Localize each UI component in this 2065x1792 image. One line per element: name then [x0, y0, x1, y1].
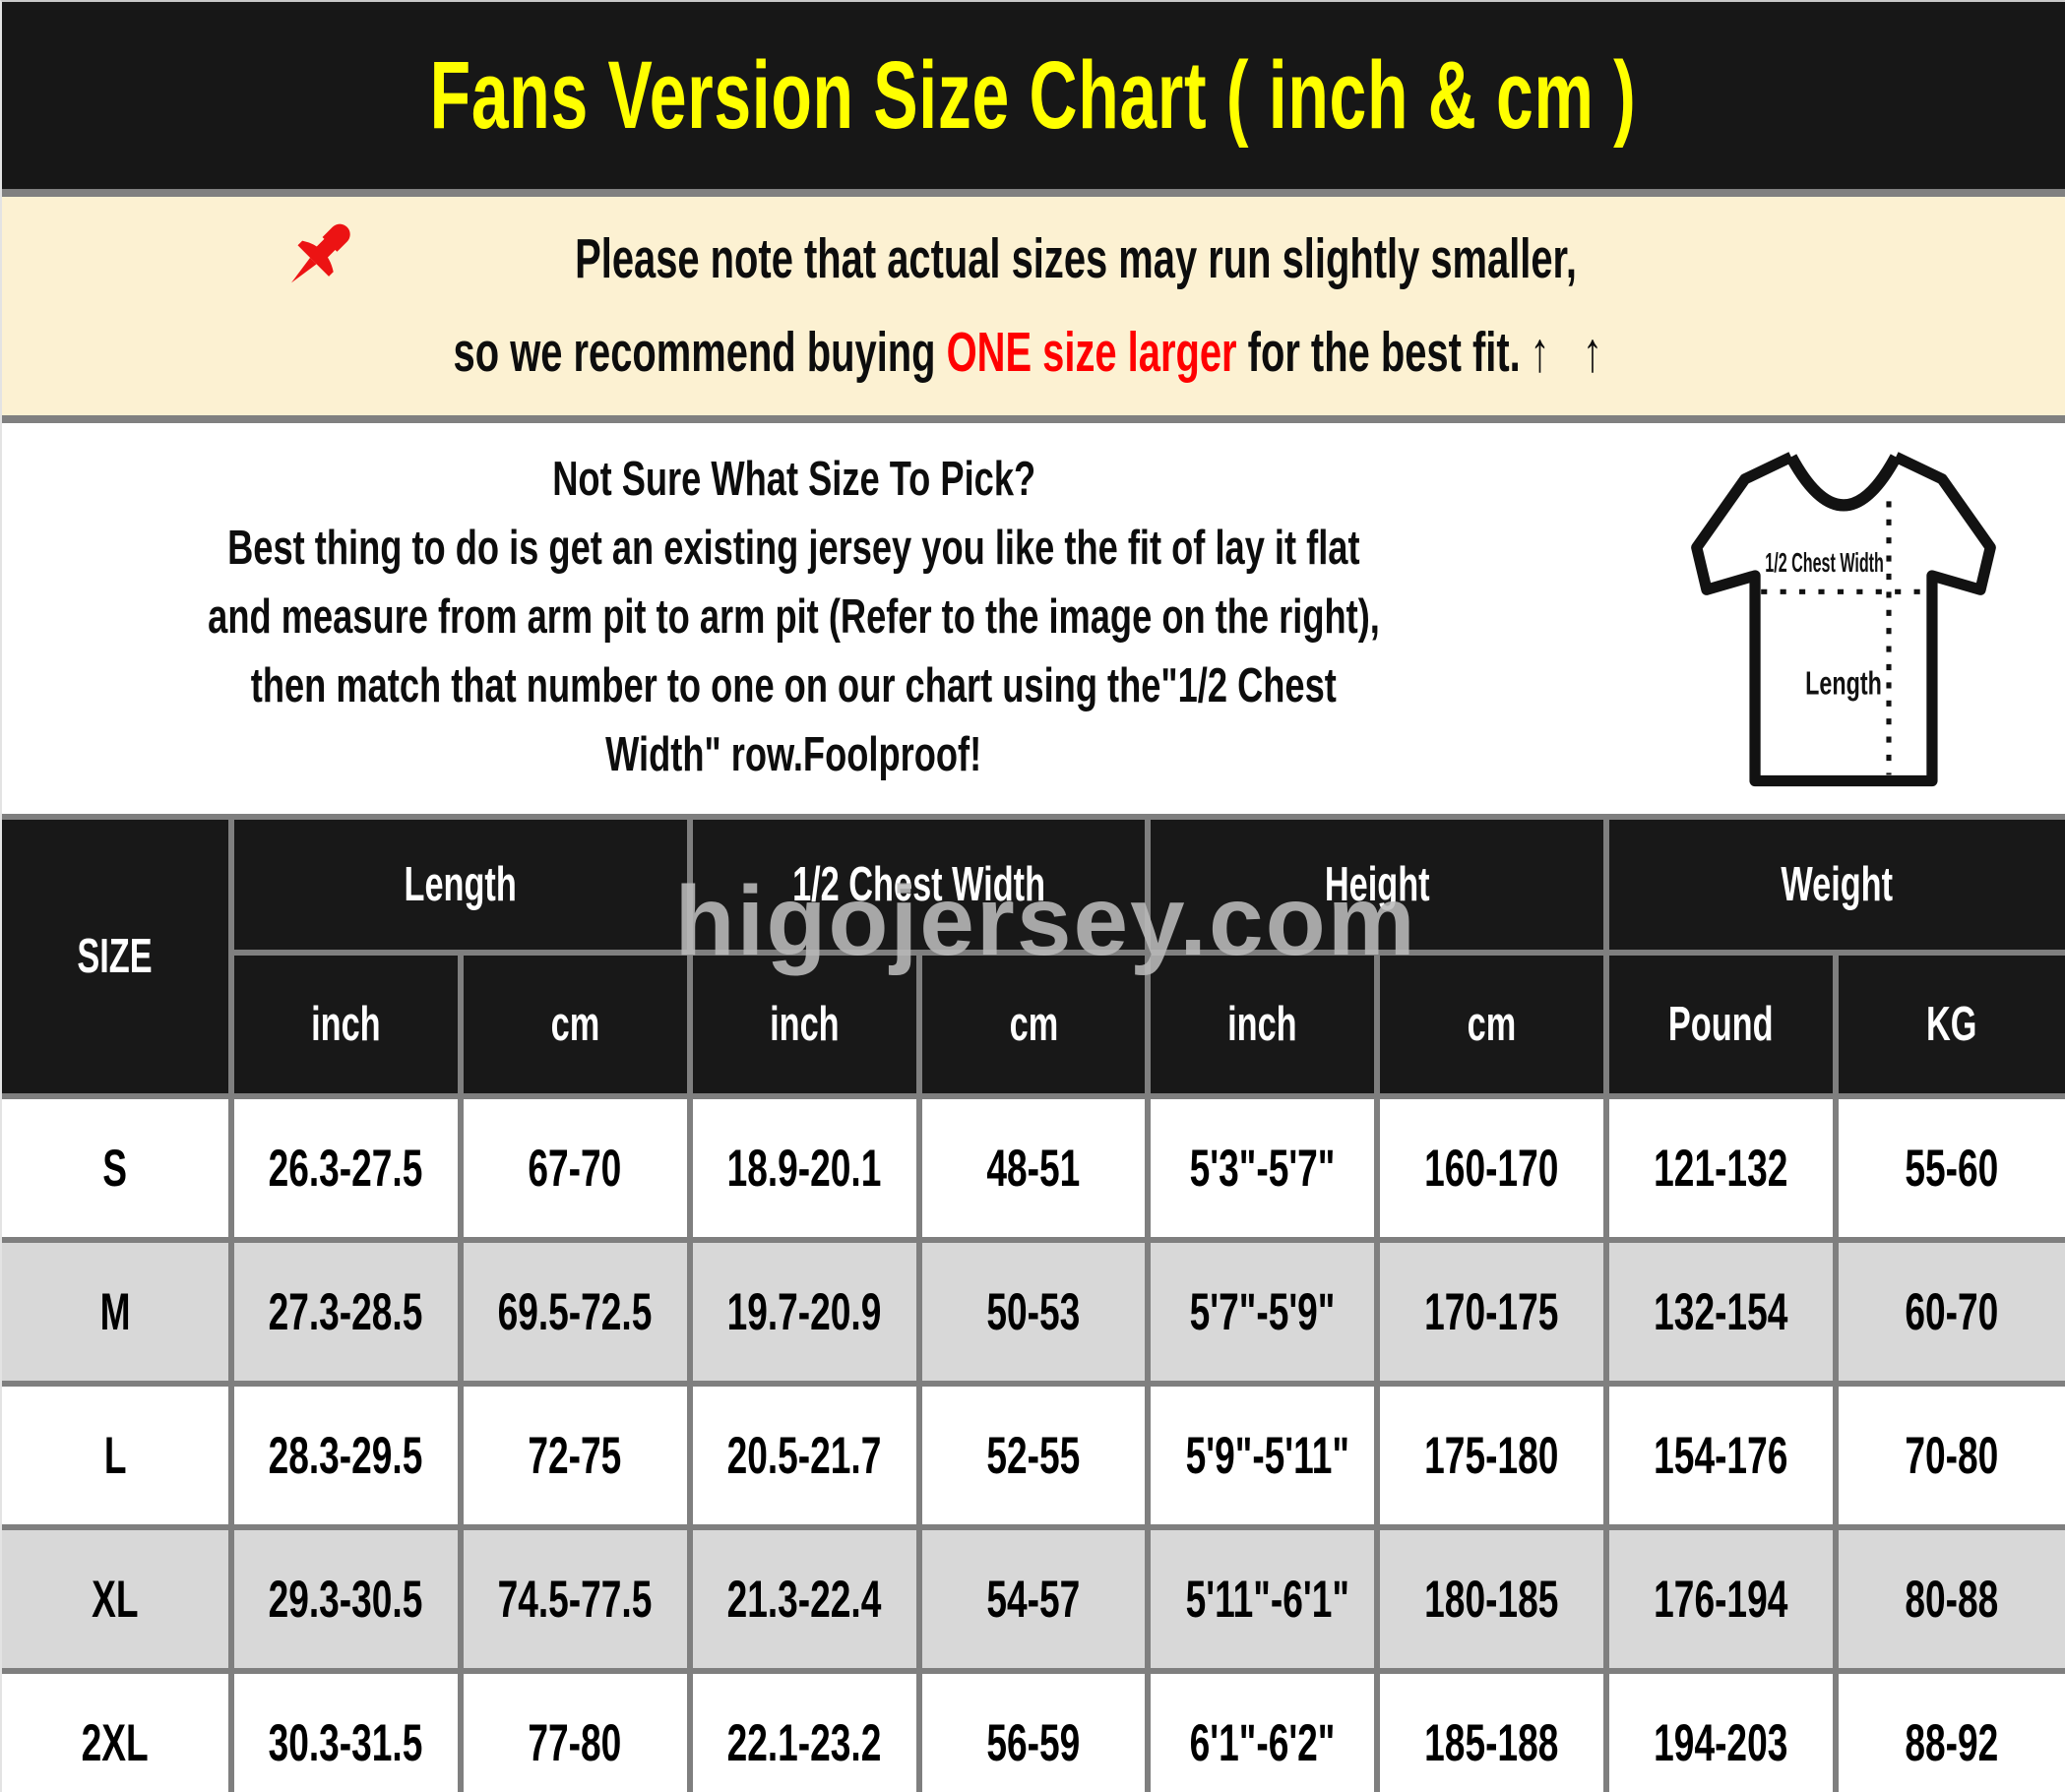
- cell-value: 154-176: [1603, 1381, 1839, 1530]
- note-strip: Please note that actual sizes may run sl…: [2, 197, 2065, 415]
- cell-value: 18.9-20.1: [686, 1093, 922, 1243]
- cell-value: 185-188: [1374, 1668, 1610, 1792]
- cell-value: 5'3"-5'7": [1145, 1093, 1381, 1243]
- note-text-2-prefix: so we recommend buying: [453, 321, 947, 384]
- cell-value: 175-180: [1374, 1381, 1610, 1530]
- cell-value: 20.5-21.7: [686, 1381, 922, 1530]
- cell-value: 170-175: [1374, 1237, 1610, 1387]
- divider: [2, 415, 2065, 423]
- divider: [2, 189, 2065, 197]
- cell-value: 194-203: [1603, 1668, 1839, 1792]
- subcol-chest-inch: inch: [686, 950, 922, 1099]
- one-size-larger-highlight: ONE size larger: [946, 321, 1237, 384]
- note-text-1: Please note that actual sizes may run sl…: [575, 227, 1577, 290]
- guide-line: Width" row.Foolproof!: [605, 728, 982, 781]
- tshirt-body-outline: [1691, 452, 1996, 787]
- cell-value: 52-55: [915, 1381, 1152, 1530]
- cell-value: 160-170: [1374, 1093, 1610, 1243]
- table-group-header-row: SIZE Length 1/2 Chest Width Height Weigh…: [2, 814, 2065, 1099]
- cell-size: L: [2, 1381, 234, 1530]
- cell-size: 2XL: [2, 1668, 234, 1792]
- page-title-text: Fans Version Size Chart ( inch & cm ): [430, 41, 1637, 149]
- cell-value: 30.3-31.5: [227, 1668, 464, 1792]
- cell-value: 27.3-28.5: [227, 1237, 464, 1387]
- note-line-1: Please note that actual sizes may run sl…: [276, 213, 1791, 306]
- cell-size: S: [2, 1093, 234, 1243]
- subcol-length-cm: cm: [457, 950, 693, 1099]
- cell-value: 70-80: [1833, 1381, 2065, 1530]
- sizing-guide-section: Not Sure What Size To Pick? Best thing t…: [2, 423, 2065, 814]
- title-banner: Fans Version Size Chart ( inch & cm ): [2, 2, 2065, 189]
- cell-value: 72-75: [457, 1381, 693, 1530]
- cell-value: 77-80: [457, 1668, 693, 1792]
- note-line-2: so we recommend buying ONE size larger f…: [205, 306, 1862, 400]
- chest-width-label: 1/2 Chest Width: [1765, 547, 1884, 578]
- pushpin-icon: [290, 223, 350, 282]
- col-header-height: Height: [1145, 814, 1610, 956]
- table-row-m: M 27.3-28.5 69.5-72.5 19.7-20.9 50-53 5'…: [2, 1237, 2065, 1387]
- cell-value: 88-92: [1833, 1668, 2065, 1792]
- cell-value: 5'9"-5'11": [1145, 1381, 1381, 1530]
- col-header-length: Length: [227, 814, 693, 956]
- cell-value: 80-88: [1833, 1524, 2065, 1674]
- cell-value: 19.7-20.9: [686, 1237, 922, 1387]
- cell-size: XL: [2, 1524, 234, 1674]
- cell-value: 6'1"-6'2": [1145, 1668, 1381, 1792]
- col-header-weight: Weight: [1603, 814, 2065, 956]
- size-table-zone: higojersey.com SIZE Length 1/2 Chest Wid…: [2, 814, 2065, 1792]
- cell-size: M: [2, 1237, 234, 1387]
- table-row-s: S 26.3-27.5 67-70 18.9-20.1 48-51 5'3"-5…: [2, 1093, 2065, 1243]
- cell-value: 121-132: [1603, 1093, 1839, 1243]
- col-header-size: SIZE: [2, 814, 234, 1099]
- subcol-height-inch: inch: [1145, 950, 1381, 1099]
- page-title: Fans Version Size Chart ( inch & cm ): [171, 40, 1895, 151]
- table-row-2xl: 2XL 30.3-31.5 77-80 22.1-23.2 56-59 6'1"…: [2, 1668, 2065, 1792]
- subcol-height-cm: cm: [1374, 950, 1610, 1099]
- size-table: SIZE Length 1/2 Chest Width Height Weigh…: [2, 814, 2065, 1792]
- cell-value: 54-57: [915, 1524, 1152, 1674]
- cell-value: 55-60: [1833, 1093, 2065, 1243]
- cell-value: 21.3-22.4: [686, 1524, 922, 1674]
- subcol-weight-kg: KG: [1833, 950, 2065, 1099]
- up-arrows-icon: ↑ ↑: [1530, 321, 1614, 384]
- guide-line: then match that number to one on our cha…: [250, 659, 1338, 712]
- cell-value: 50-53: [915, 1237, 1152, 1387]
- cell-value: 56-59: [915, 1668, 1152, 1792]
- col-header-chest-width: 1/2 Chest Width: [686, 814, 1152, 956]
- table-row-xl: XL 29.3-30.5 74.5-77.5 21.3-22.4 54-57 5…: [2, 1524, 2065, 1674]
- cell-value: 22.1-23.2: [686, 1668, 922, 1792]
- cell-value: 74.5-77.5: [457, 1524, 693, 1674]
- cell-value: 69.5-72.5: [457, 1237, 693, 1387]
- note-text-2: so we recommend buying ONE size larger f…: [454, 306, 1614, 400]
- cell-value: 60-70: [1833, 1237, 2065, 1387]
- guide-line: and measure from arm pit to arm pit (Ref…: [208, 590, 1380, 644]
- sizing-guide-text: Not Sure What Size To Pick? Best thing t…: [2, 423, 1586, 814]
- cell-value: 5'7"-5'9": [1145, 1237, 1381, 1387]
- cell-value: 176-194: [1603, 1524, 1839, 1674]
- guide-heading: Not Sure What Size To Pick?: [552, 453, 1035, 506]
- cell-value: 5'11"-6'1": [1145, 1524, 1381, 1674]
- cell-value: 48-51: [915, 1093, 1152, 1243]
- length-label: Length: [1805, 665, 1882, 703]
- tshirt-measure-diagram: 1/2 Chest Width Length: [1691, 452, 1996, 787]
- cell-value: 28.3-29.5: [227, 1381, 464, 1530]
- table-sub-header-row: inch cm inch cm inch cm Pound KG: [2, 950, 2065, 1099]
- subcol-weight-pound: Pound: [1603, 950, 1839, 1099]
- tshirt-collar: [1785, 454, 1902, 512]
- cell-value: 132-154: [1603, 1237, 1839, 1387]
- subcol-chest-cm: cm: [915, 950, 1152, 1099]
- shirt-diagram-wrap: 1/2 Chest Width Length: [1586, 423, 2065, 814]
- cell-value: 180-185: [1374, 1524, 1610, 1674]
- subcol-length-inch: inch: [230, 950, 464, 1099]
- table-row-l: L 28.3-29.5 72-75 20.5-21.7 52-55 5'9"-5…: [2, 1381, 2065, 1530]
- cell-value: 26.3-27.5: [227, 1093, 464, 1243]
- guide-line: Best thing to do is get an existing jers…: [227, 522, 1360, 575]
- note-text-2-suffix: for the best fit.: [1236, 321, 1521, 384]
- cell-value: 29.3-30.5: [227, 1524, 464, 1674]
- cell-value: 67-70: [457, 1093, 693, 1243]
